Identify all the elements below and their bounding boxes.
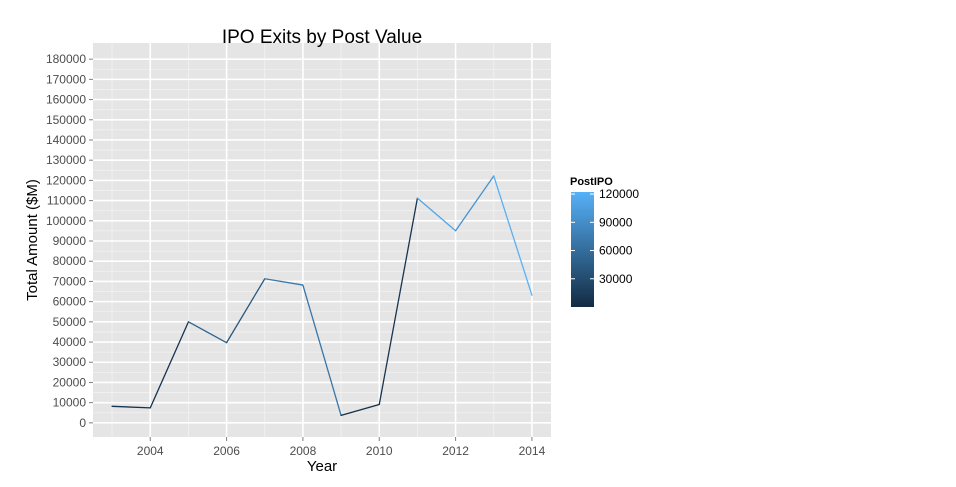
data-series: [111, 175, 533, 417]
x-tick-label: 2014: [519, 444, 546, 458]
x-tick-label: 2008: [290, 444, 317, 458]
plot-panel: [93, 43, 551, 437]
y-tick-label: 100000: [46, 214, 86, 228]
y-tick-label: 20000: [53, 375, 87, 389]
y-tick-label: 0: [79, 416, 86, 430]
y-tick-label: 70000: [53, 274, 87, 288]
line-segment: [340, 403, 380, 417]
y-tick-label: 40000: [53, 335, 87, 349]
y-axis-title: Total Amount ($M): [24, 179, 41, 301]
line-segment: [264, 278, 304, 286]
x-tick-label: 2010: [366, 444, 393, 458]
y-tick-label: 170000: [46, 72, 86, 86]
legend-break-label: 60000: [599, 244, 633, 258]
x-axis: 2004 2006 2008 2010 2012 2014: [137, 437, 546, 458]
legend-break-label: 90000: [599, 215, 633, 229]
y-tick-label: 120000: [46, 173, 86, 187]
line-segment: [302, 284, 342, 417]
major-gridlines: [93, 43, 551, 437]
y-tick-label: 180000: [46, 52, 86, 66]
line-segment: [149, 321, 190, 409]
legend-colorbar: [571, 192, 594, 307]
x-tick-label: 2004: [137, 444, 164, 458]
line-segment: [454, 175, 495, 232]
x-axis-title: Year: [307, 458, 337, 475]
minor-gridlines: [93, 43, 551, 437]
line-segment: [111, 405, 151, 409]
legend: PostIPO 30000 60000 90000 120000: [570, 176, 639, 307]
y-tick-label: 10000: [53, 396, 87, 410]
y-tick-label: 90000: [53, 234, 87, 248]
y-tick-label: 60000: [53, 295, 87, 309]
y-tick-label: 50000: [53, 315, 87, 329]
line-segment: [416, 197, 457, 232]
legend-break-label: 120000: [599, 187, 639, 201]
y-tick-label: 110000: [47, 194, 86, 208]
x-tick-label: 2006: [213, 444, 240, 458]
line-segment: [225, 278, 266, 344]
legend-break-label: 30000: [599, 272, 633, 286]
x-tick-label: 2012: [442, 444, 469, 458]
line-segment: [378, 197, 419, 406]
y-tick-label: 80000: [53, 254, 87, 268]
legend-title: PostIPO: [570, 176, 613, 188]
y-tick-label: 160000: [46, 93, 86, 107]
y-axis: 0 10000 20000 30000 40000 50000 60000 70000 8000…: [46, 52, 93, 430]
y-tick-label: 140000: [46, 133, 86, 147]
legend-breaks: 30000 60000 90000 120000: [571, 187, 639, 286]
y-tick-label: 130000: [46, 153, 86, 167]
y-tick-label: 150000: [46, 113, 86, 127]
y-tick-label: 30000: [53, 355, 87, 369]
line-segment: [187, 321, 228, 344]
chart-title: IPO Exits by Post Value: [222, 27, 422, 48]
line-segment: [493, 175, 533, 296]
